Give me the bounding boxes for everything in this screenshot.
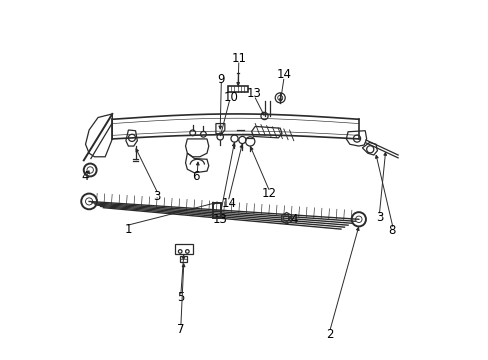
Bar bbox=[212, 203, 221, 218]
Text: 4: 4 bbox=[81, 170, 89, 183]
Text: 11: 11 bbox=[231, 52, 246, 65]
Text: 4: 4 bbox=[290, 213, 298, 226]
Text: 8: 8 bbox=[387, 224, 395, 237]
Bar bbox=[175, 244, 192, 254]
Text: 3: 3 bbox=[153, 190, 161, 203]
Text: 1: 1 bbox=[124, 223, 132, 236]
Text: 13: 13 bbox=[246, 87, 262, 100]
Text: 3: 3 bbox=[375, 211, 383, 224]
Text: 7: 7 bbox=[177, 323, 184, 336]
Text: 2: 2 bbox=[326, 328, 333, 341]
Text: 14: 14 bbox=[276, 68, 291, 81]
Bar bbox=[180, 256, 187, 262]
Text: 9: 9 bbox=[217, 73, 224, 86]
Text: 12: 12 bbox=[262, 187, 276, 200]
Text: 6: 6 bbox=[192, 170, 200, 183]
Text: 14: 14 bbox=[221, 197, 236, 210]
Text: 5: 5 bbox=[177, 291, 184, 305]
Text: 13: 13 bbox=[212, 213, 227, 226]
Text: 10: 10 bbox=[223, 91, 238, 104]
